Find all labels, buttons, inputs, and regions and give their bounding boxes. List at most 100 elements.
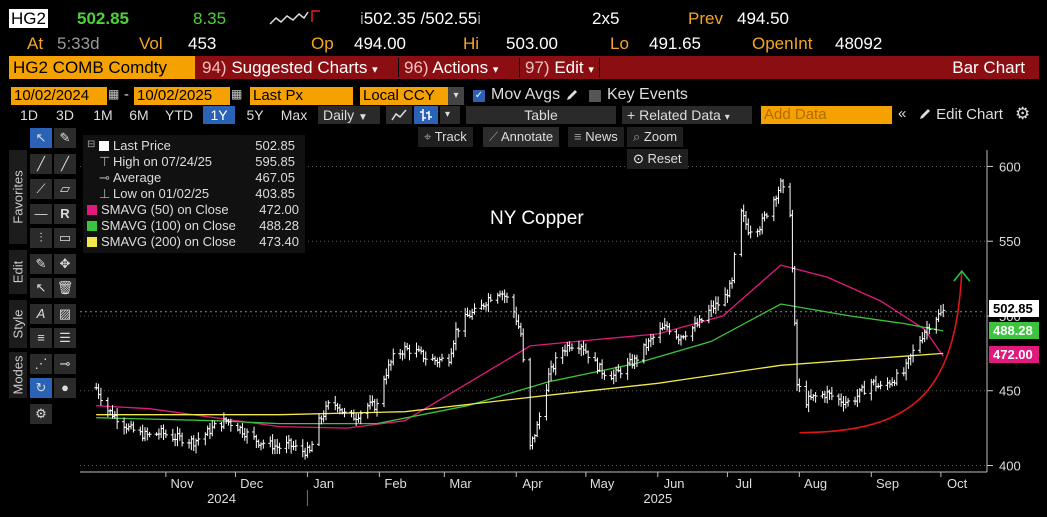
frequency-select[interactable]: Daily ▼ bbox=[318, 106, 380, 124]
select-tool[interactable]: ↖ bbox=[30, 278, 52, 298]
actions-num: 96) bbox=[404, 58, 429, 77]
legend-label: Last Price bbox=[113, 138, 171, 153]
related-data-button[interactable]: + Related Data ▾ bbox=[622, 106, 752, 124]
period-1d[interactable]: 1D bbox=[20, 107, 38, 123]
edit-chart-label: Edit Chart bbox=[936, 106, 1003, 123]
average-marker-icon: ⊸ bbox=[99, 170, 110, 185]
line-chart-button[interactable] bbox=[386, 106, 412, 124]
divider bbox=[519, 58, 520, 77]
x-tick-label: Oct bbox=[947, 476, 968, 491]
annotate-icon: ⟋ bbox=[489, 129, 499, 144]
legend-average: ⊸ Average 467.05 bbox=[99, 170, 299, 186]
favorites-tab[interactable]: Favorites bbox=[9, 150, 27, 244]
mov-avgs-checkbox[interactable]: ✓ bbox=[473, 90, 485, 102]
frequency-label: Daily bbox=[323, 107, 355, 123]
currency-dropdown-button[interactable]: ▾ bbox=[448, 87, 464, 105]
annotate-button[interactable]: ⟋ Annotate bbox=[483, 127, 560, 147]
add-data-input[interactable]: Add Data bbox=[761, 106, 892, 124]
legend-swatch bbox=[99, 141, 109, 151]
trend-tool[interactable]: ⟋ bbox=[30, 179, 52, 199]
security-field[interactable]: HG2 COMB Comdty bbox=[9, 56, 195, 79]
actions-label: Actions bbox=[432, 58, 489, 77]
table-button[interactable]: Table bbox=[466, 106, 616, 124]
legend-value: 472.00 bbox=[259, 202, 299, 217]
rectangle-tool[interactable]: ▭ bbox=[54, 228, 76, 248]
legend-value: 403.85 bbox=[255, 186, 295, 201]
quote-time: 5:33d bbox=[57, 34, 100, 53]
actions-menu[interactable]: 96) Actions ▾ bbox=[404, 56, 498, 79]
settings-tool[interactable]: ⚙ bbox=[30, 404, 52, 424]
period-1y[interactable]: 1Y bbox=[203, 106, 235, 124]
calendar-icon[interactable]: ▦ bbox=[231, 87, 243, 101]
date-range-dash: - bbox=[124, 86, 129, 103]
palette-tool[interactable]: ● bbox=[54, 378, 76, 398]
gear-icon[interactable]: ⚙ bbox=[1015, 104, 1031, 123]
end-date-field[interactable]: 10/02/2025 bbox=[134, 87, 230, 105]
chart-type-dropdown[interactable]: ▾ bbox=[440, 106, 460, 124]
price-field-select[interactable]: Last Px bbox=[250, 87, 353, 105]
x-tick-label: Mar bbox=[449, 476, 472, 491]
key-events-checkbox[interactable] bbox=[589, 90, 601, 102]
magnet-tool[interactable]: ⊸ bbox=[54, 354, 76, 374]
prev-close: 494.50 bbox=[737, 9, 789, 28]
dotted-tool[interactable]: ⋰ bbox=[30, 354, 52, 374]
pointer-tool[interactable]: ↖ bbox=[30, 128, 52, 148]
prev-label: Prev bbox=[688, 9, 723, 28]
trash-icon[interactable]: 🗑 bbox=[54, 278, 76, 298]
x-tick-label: Dec bbox=[240, 476, 264, 491]
divider bbox=[398, 58, 399, 77]
edit-chart-button[interactable]: Edit Chart bbox=[918, 106, 1003, 124]
pencil-icon[interactable] bbox=[565, 88, 579, 102]
style-tab[interactable]: Style bbox=[9, 300, 27, 348]
pen-tool[interactable]: ✎ bbox=[54, 128, 76, 148]
line-style-tool[interactable]: ☰ bbox=[54, 328, 76, 348]
bid-price: 502.35 bbox=[363, 9, 416, 28]
collapse-icon[interactable]: « bbox=[898, 105, 907, 122]
bar-chart-button[interactable] bbox=[414, 106, 438, 124]
currency-select[interactable]: Local CCY bbox=[360, 87, 448, 105]
text-tool[interactable]: R bbox=[54, 204, 76, 224]
divider bbox=[599, 58, 600, 77]
ohlc-bar-icon bbox=[420, 109, 432, 121]
period-ytd[interactable]: YTD bbox=[165, 107, 193, 123]
period-1m[interactable]: 1M bbox=[93, 107, 113, 123]
calendar-icon[interactable]: ▦ bbox=[108, 87, 120, 101]
edit-tab[interactable]: Edit bbox=[9, 250, 27, 294]
period-5y[interactable]: 5Y bbox=[246, 107, 264, 123]
channel-tool[interactable]: ▱ bbox=[54, 179, 76, 199]
zoom-button[interactable]: ⌕ Zoom bbox=[627, 127, 684, 147]
period-3d[interactable]: 3D bbox=[56, 107, 74, 123]
at-label: At bbox=[27, 34, 44, 53]
period-6m[interactable]: 6M bbox=[129, 107, 149, 123]
move-tool[interactable]: ✥ bbox=[54, 254, 76, 274]
draw-tool[interactable]: ✎ bbox=[30, 254, 52, 274]
ray-tool[interactable]: ╱ bbox=[54, 154, 76, 174]
start-date-field[interactable]: 10/02/2024 bbox=[11, 87, 107, 105]
high-marker-icon: ⊤ bbox=[99, 154, 111, 169]
horizontal-line-tool[interactable]: — bbox=[30, 204, 52, 224]
news-button[interactable]: ≡ News bbox=[568, 127, 624, 147]
reset-button[interactable]: ⊙ Reset bbox=[627, 149, 688, 169]
key-events-label[interactable]: Key Events bbox=[607, 86, 688, 103]
fib-tool[interactable]: ⫶ bbox=[30, 228, 52, 248]
fill-tool[interactable]: ▨ bbox=[54, 304, 76, 324]
legend-high: ⊤ High on 07/24/25 595.85 bbox=[99, 154, 299, 170]
last-price-tag: 502.85 bbox=[989, 300, 1039, 317]
modes-tab[interactable]: Modes bbox=[9, 352, 27, 398]
suggested-charts-label: Suggested Charts bbox=[231, 58, 368, 77]
line-weight-tool[interactable]: ≡ bbox=[30, 328, 52, 348]
font-tool[interactable]: A bbox=[30, 304, 52, 324]
mov-avgs-label[interactable]: Mov Avgs bbox=[491, 86, 561, 103]
y-tick-label: 550 bbox=[999, 234, 1021, 249]
refresh-mode-tool[interactable]: ↻ bbox=[30, 378, 52, 398]
line-tool[interactable]: ╱ bbox=[30, 154, 52, 174]
track-button[interactable]: ⌖ Track bbox=[418, 127, 473, 147]
legend-collapse-icon[interactable]: ⊟ bbox=[87, 139, 96, 150]
low-label: Lo bbox=[610, 34, 629, 53]
chart-legend: ⊟ Last Price 502.85 ⊤ High on 07/24/25 595.… bbox=[83, 135, 305, 253]
sma50-tag: 472.00 bbox=[989, 346, 1039, 363]
suggested-charts-menu[interactable]: 94) Suggested Charts ▾ bbox=[202, 56, 378, 79]
edit-menu[interactable]: 97) Edit ▾ bbox=[525, 56, 594, 79]
period-max[interactable]: Max bbox=[280, 107, 308, 123]
x-tick-label: Apr bbox=[522, 476, 543, 491]
